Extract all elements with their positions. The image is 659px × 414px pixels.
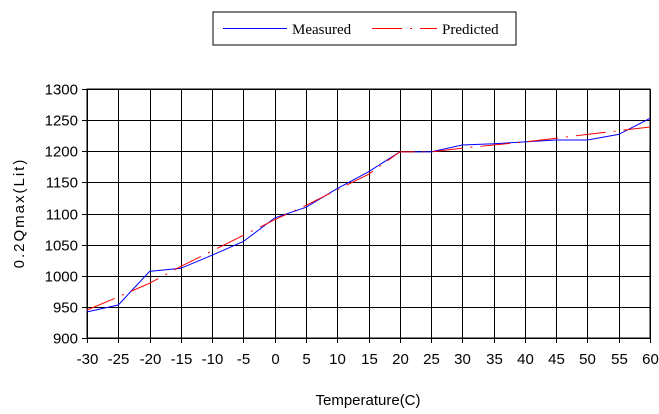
x-tick-label: 5: [302, 351, 310, 368]
x-tick-label: 25: [423, 351, 440, 368]
legend-label-predicted: Predicted: [442, 22, 499, 38]
x-tick-label: -30: [77, 351, 99, 368]
gridlines: [82, 89, 651, 343]
x-tick-label: -15: [171, 351, 193, 368]
y-tick-label: 1100: [46, 207, 78, 224]
y-axis-ticks: 900 950 1000 1050 1100 1150 1200 1250 1300: [45, 82, 78, 348]
x-tick-label: -5: [237, 351, 250, 368]
x-tick-label: -10: [202, 351, 224, 368]
x-axis-ticks: -30 -25 -20 -15 -10 -5 0 5 10 15 20 25 30 35 40 45 50 55 6…: [77, 351, 659, 368]
x-tick-label: 20: [392, 351, 409, 368]
series-lines: [86, 117, 651, 313]
x-tick-label: 0: [271, 351, 279, 368]
y-tick-label: 950: [53, 300, 78, 317]
y-tick-label: 900: [53, 331, 78, 348]
x-tick-label: -25: [108, 351, 130, 368]
y-axis-title: 0.2Qmax(Lit): [11, 158, 28, 269]
x-tick-label: 50: [579, 351, 596, 368]
y-tick-label: 1050: [45, 238, 78, 255]
x-tick-label: 30: [454, 351, 471, 368]
x-tick-label: 10: [329, 351, 346, 368]
y-tick-label: 1250: [45, 113, 78, 130]
x-tick-label: 45: [548, 351, 565, 368]
x-tick-label: 40: [517, 351, 534, 368]
series-line-measured: [86, 117, 651, 313]
y-tick-label: 1200: [45, 144, 78, 161]
series-line-predicted: [86, 126, 651, 311]
y-tick-label: 1300: [45, 82, 78, 99]
x-tick-label: 60: [642, 351, 659, 368]
x-axis-title: Temperature(C): [315, 392, 420, 409]
legend-label-measured: Measured: [292, 22, 352, 38]
x-tick-label: -20: [140, 351, 162, 368]
plot-area-frame: [86, 88, 651, 339]
y-tick-label: 1150: [46, 175, 78, 192]
y-tick-label: 1000: [45, 269, 78, 286]
x-tick-label: 55: [611, 351, 628, 368]
legend: Measured Predicted: [212, 11, 517, 46]
x-tick-label: 15: [361, 351, 378, 368]
x-tick-label: 35: [486, 351, 503, 368]
